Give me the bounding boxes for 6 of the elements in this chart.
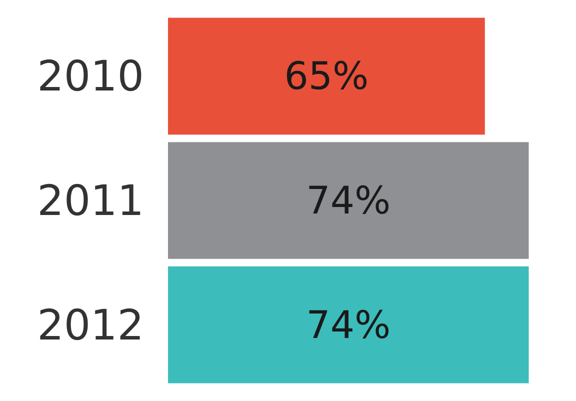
y-tick-label: 2010 [37, 52, 144, 101]
y-tick-label: 2012 [37, 300, 144, 350]
data-label: 65% [284, 54, 369, 98]
data-label: 74% [306, 178, 391, 222]
data-label: 74% [306, 302, 391, 347]
y-tick-label: 2011 [37, 176, 144, 225]
